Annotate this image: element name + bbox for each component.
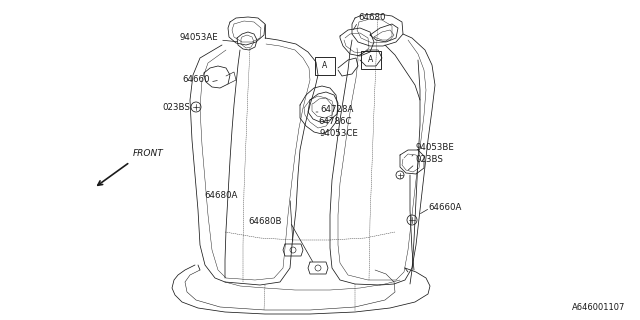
Text: 023BS: 023BS <box>162 103 190 113</box>
Text: A: A <box>369 55 374 65</box>
Text: 94053CE: 94053CE <box>320 130 359 139</box>
Text: 64680B: 64680B <box>248 217 282 226</box>
Text: A: A <box>323 61 328 70</box>
Text: A646001107: A646001107 <box>572 303 625 312</box>
Text: 64680A: 64680A <box>204 190 237 199</box>
Text: 64728A: 64728A <box>320 106 353 115</box>
Text: 94053AE: 94053AE <box>179 34 218 43</box>
FancyBboxPatch shape <box>361 51 381 69</box>
Text: 64660A: 64660A <box>428 203 461 212</box>
Text: FRONT: FRONT <box>133 149 164 158</box>
Text: 64660: 64660 <box>182 76 210 84</box>
Text: 023BS: 023BS <box>415 156 443 164</box>
Text: 64786C: 64786C <box>318 117 351 126</box>
FancyBboxPatch shape <box>315 57 335 75</box>
Text: 94053BE: 94053BE <box>415 143 454 153</box>
Text: 64680: 64680 <box>358 13 385 22</box>
